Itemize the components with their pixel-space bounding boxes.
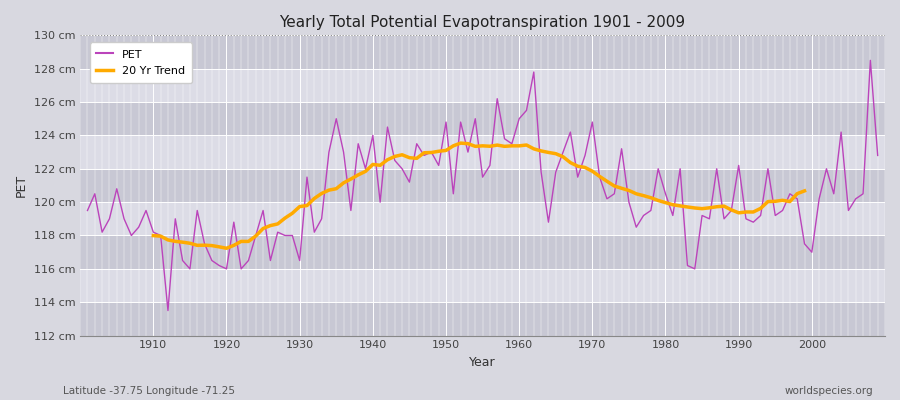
Bar (80, 236, 885, 269)
Bar (80, 69, 885, 102)
Bar (80, 136, 885, 169)
Text: Latitude -37.75 Longitude -71.25: Latitude -37.75 Longitude -71.25 (63, 386, 235, 396)
Bar (80, 35, 885, 69)
Bar (80, 102, 885, 136)
X-axis label: Year: Year (469, 356, 496, 369)
Bar (80, 202, 885, 236)
Legend: PET, 20 Yr Trend: PET, 20 Yr Trend (90, 42, 192, 83)
Text: worldspecies.org: worldspecies.org (785, 386, 873, 396)
Y-axis label: PET: PET (15, 174, 28, 197)
Title: Yearly Total Potential Evapotranspiration 1901 - 2009: Yearly Total Potential Evapotranspiratio… (280, 15, 686, 30)
Bar (80, 269, 885, 302)
Bar (80, 302, 885, 336)
Bar (80, 169, 885, 202)
